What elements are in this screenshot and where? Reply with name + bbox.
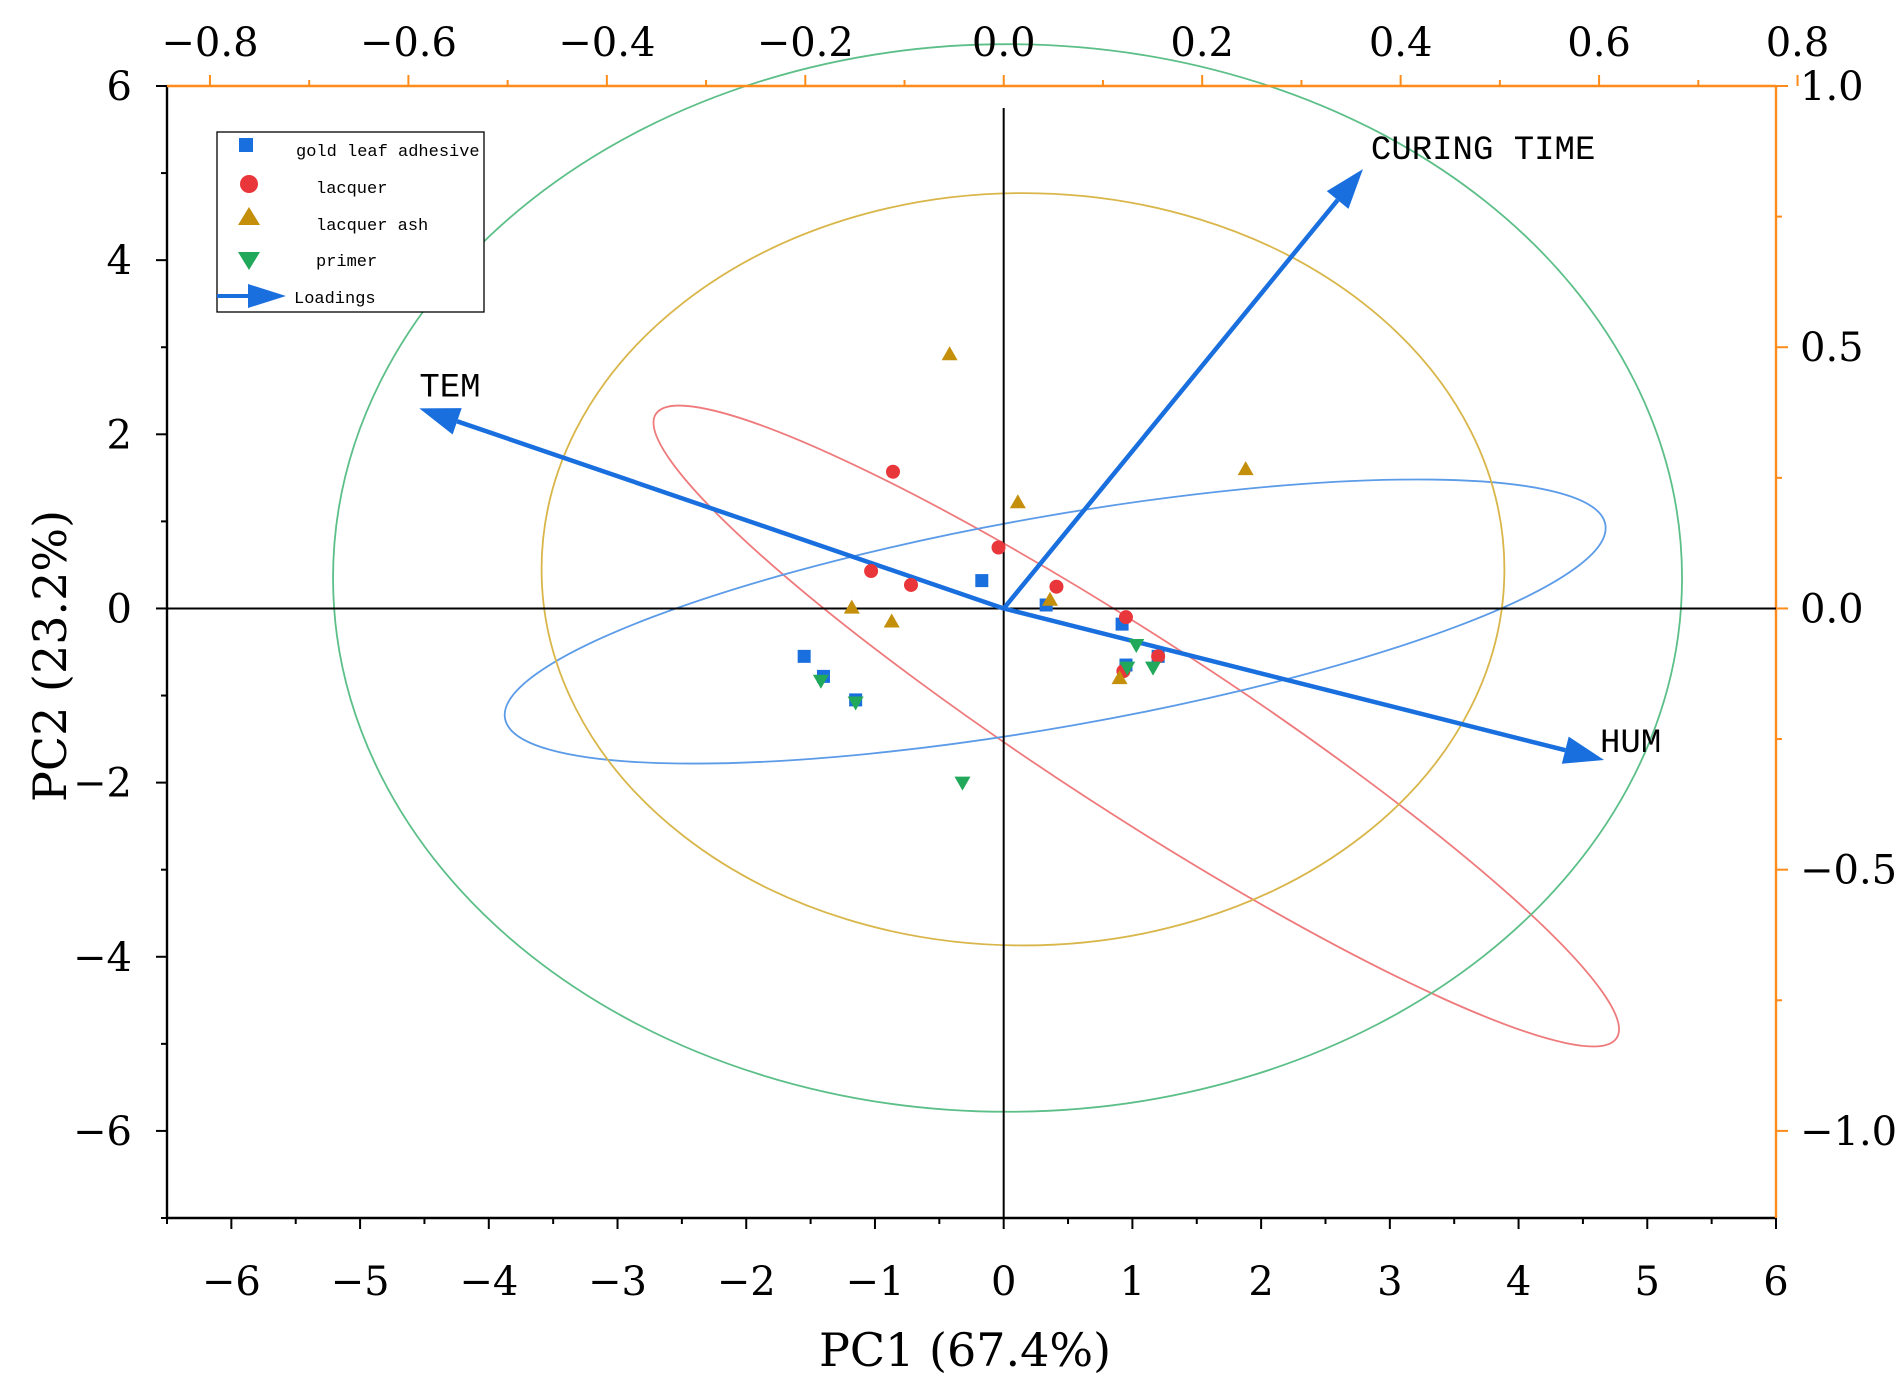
- x-tick-label: 4: [1506, 1259, 1531, 1305]
- y-tick-label: −4: [73, 935, 132, 981]
- point-lacquer: [1118, 610, 1133, 625]
- x-axis-title: PC1 (67.4%): [819, 1323, 1111, 1377]
- point-lacquer: [904, 577, 919, 592]
- point-lacquer-ash: [843, 599, 860, 614]
- y-tick-label: −2: [73, 761, 132, 807]
- point-lacquer-ash: [1042, 591, 1059, 606]
- point-lacquer: [1151, 649, 1166, 664]
- top-tick-label: −0.8: [161, 20, 258, 66]
- legend-label-loadings: Loadings: [294, 290, 376, 309]
- legend-marker-lacquer: [240, 175, 258, 193]
- loading-label-hum: HUM: [1600, 725, 1661, 763]
- x-tick-label: −2: [717, 1259, 776, 1305]
- y-tick-label: 0: [107, 586, 132, 632]
- point-gold-leaf-adhesive: [797, 649, 811, 663]
- legend: gold leaf adhesive lacquer lacquer ash p…: [216, 131, 485, 313]
- loading-arrowhead-curing-time: [1326, 169, 1363, 209]
- loading-vector-hum: [1003, 606, 1566, 753]
- point-primer: [1119, 661, 1136, 676]
- x-tick-label: 2: [1248, 1259, 1273, 1305]
- x-tick-label: −4: [459, 1259, 518, 1305]
- x-tick-label: 3: [1377, 1259, 1402, 1305]
- x-tick-label: 0: [991, 1259, 1016, 1305]
- right-tick-label: 1.0: [1800, 64, 1864, 110]
- loading-vectors: CURING TIME TEM HUM: [419, 132, 1661, 764]
- point-lacquer-ash: [1237, 461, 1254, 476]
- y-tick-label: −6: [73, 1109, 132, 1155]
- ellipse-primer: [332, 43, 1683, 1113]
- loading-label-curing-time: CURING TIME: [1371, 132, 1595, 170]
- loading-arrowhead-hum: [1561, 736, 1605, 764]
- right-tick-label: −1.0: [1800, 1109, 1897, 1155]
- legend-marker-lacquer-ash: [238, 207, 260, 225]
- point-primer: [1128, 639, 1145, 654]
- point-primer: [847, 696, 864, 711]
- right-tick-label: 0.0: [1800, 586, 1864, 632]
- point-lacquer-ash: [883, 613, 900, 628]
- point-lacquer-ash: [1111, 670, 1128, 685]
- point-primer: [954, 776, 971, 791]
- ellipse-gold-leaf-adhesive: [503, 478, 1607, 765]
- loading-vector-curing-time: [1002, 198, 1340, 610]
- top-tick-label: 0.0: [972, 20, 1036, 66]
- loading-arrowhead-tem: [419, 408, 462, 435]
- point-lacquer: [864, 564, 879, 579]
- x-tick-label: 1: [1120, 1259, 1145, 1305]
- legend-label-lacquer: lacquer: [316, 180, 387, 199]
- legend-label-lacquer-ash: lacquer ash: [316, 217, 428, 236]
- top-tick-label: 0.8: [1766, 20, 1830, 66]
- point-lacquer: [1049, 579, 1064, 594]
- point-gold-leaf-adhesive: [975, 574, 989, 588]
- point-lacquer: [885, 464, 900, 479]
- ellipse-lacquer-ash: [540, 192, 1506, 947]
- legend-loadings-arrowhead: [248, 284, 286, 308]
- legend-label-gold-leaf-adhesive: gold leaf adhesive: [296, 143, 480, 162]
- x-tick-label: −5: [331, 1259, 390, 1305]
- loading-vector-tem: [456, 419, 1005, 611]
- legend-box: [216, 131, 485, 313]
- legend-marker-gold-leaf-adhesive: [239, 138, 253, 152]
- top-tick-label: 0.2: [1170, 20, 1234, 66]
- loading-label-tem: TEM: [419, 369, 480, 407]
- top-tick-label: −0.6: [360, 20, 457, 66]
- x-tick-label: −6: [202, 1259, 261, 1305]
- point-lacquer-ash: [1009, 494, 1026, 509]
- x-tick-label: −1: [845, 1259, 904, 1305]
- right-tick-label: −0.5: [1800, 848, 1897, 894]
- point-lacquer-ash: [941, 346, 958, 361]
- x-tick-label: −3: [588, 1259, 647, 1305]
- right-tick-label: 0.5: [1800, 325, 1864, 371]
- top-tick-label: −0.4: [558, 20, 655, 66]
- top-tick-label: −0.2: [757, 20, 854, 66]
- point-primer: [1144, 661, 1161, 676]
- x-tick-label: 6: [1763, 1259, 1788, 1305]
- point-lacquer: [991, 540, 1006, 555]
- y-tick-label: 2: [107, 412, 132, 458]
- y-tick-label: 4: [107, 238, 132, 284]
- legend-label-primer: primer: [316, 253, 377, 272]
- y-tick-label: 6: [107, 64, 132, 110]
- top-tick-label: 0.4: [1369, 20, 1433, 66]
- axis-ticks: [156, 75, 1799, 1229]
- y-axis-title: PC2 (23.2%): [23, 510, 77, 802]
- point-primer: [812, 674, 829, 689]
- x-tick-label: 5: [1635, 1259, 1660, 1305]
- score-points: [797, 346, 1254, 791]
- top-tick-label: 0.6: [1567, 20, 1631, 66]
- legend-marker-primer: [238, 252, 260, 270]
- axis-tick-labels: −6 −5 −4 −3 −2 −1 0 1 2 3 4 5 6 6 4 2 0 −2 −4 −6 −0.8 −0.6 −0.…: [73, 20, 1897, 1305]
